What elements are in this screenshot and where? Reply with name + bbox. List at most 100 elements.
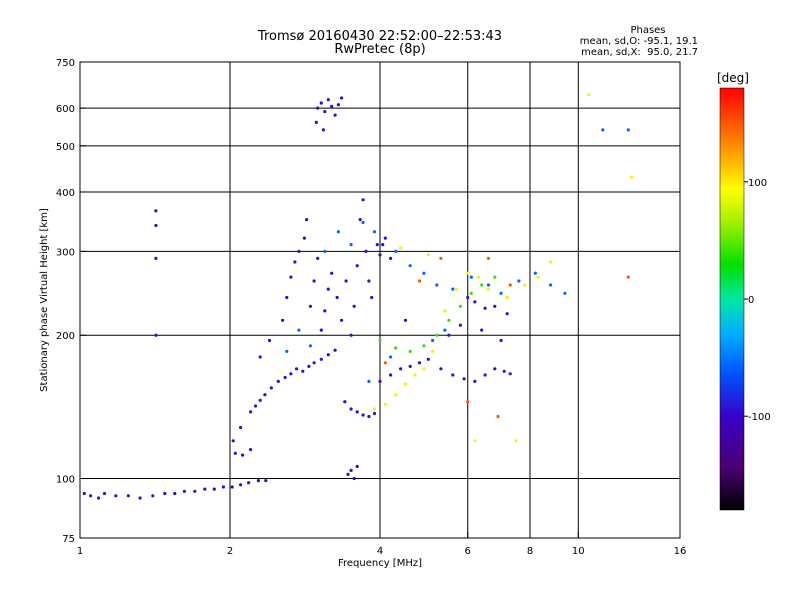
echo-point <box>486 287 490 291</box>
echo-point <box>522 283 527 287</box>
echo-point <box>439 256 443 260</box>
echo-point <box>587 93 591 97</box>
echo-point <box>319 101 323 105</box>
echo-point <box>367 279 371 283</box>
echo-point <box>283 375 287 380</box>
echo-point <box>514 439 518 443</box>
echo-point <box>323 309 327 313</box>
echo-point <box>321 128 325 132</box>
echo-point <box>626 128 630 132</box>
echo-point <box>630 175 634 179</box>
echo-point <box>343 400 347 404</box>
echo-point <box>333 348 337 352</box>
echo-point <box>394 393 398 397</box>
echo-point <box>480 328 484 332</box>
echo-point <box>355 464 359 469</box>
echo-point <box>502 369 506 373</box>
echo-point <box>394 346 398 350</box>
echo-point <box>389 256 393 260</box>
y-axis-label: Stationary phase Virtual Height [km] <box>39 208 50 392</box>
echo-point <box>308 344 312 348</box>
echo-point <box>473 379 477 383</box>
echo-point <box>480 283 484 287</box>
echo-point <box>241 453 245 457</box>
echo-point <box>496 414 500 419</box>
echo-point <box>372 230 377 234</box>
echo-point <box>451 287 455 291</box>
echo-point <box>138 496 142 500</box>
echo-point <box>256 479 260 483</box>
colorbar-label: [deg] <box>717 71 749 85</box>
y-tick-label: 500 <box>56 142 75 153</box>
echo-point <box>476 275 480 279</box>
echo-point <box>536 275 540 279</box>
echo-point <box>439 367 443 371</box>
y-tick-label: 200 <box>56 331 75 342</box>
echo-point <box>443 309 447 313</box>
x-tick-label: 8 <box>527 546 533 557</box>
phases-x-stats: mean, sd,X: 95.0, 21.7 <box>581 47 698 58</box>
echo-point <box>469 291 473 295</box>
echo-point <box>383 403 387 407</box>
colorbar-tick-label: 100 <box>748 178 767 189</box>
echo-point <box>193 489 197 493</box>
phases-title: Phases <box>630 25 665 36</box>
echo-point <box>413 373 417 377</box>
colorbar <box>719 87 745 511</box>
echo-point <box>499 291 503 295</box>
echo-point <box>102 491 107 496</box>
echo-point <box>330 104 334 108</box>
echo-point <box>422 367 426 371</box>
colorbar-tick-label: 0 <box>748 295 754 306</box>
echo-point <box>293 260 297 264</box>
echo-point <box>154 209 158 213</box>
echo-point <box>378 379 382 383</box>
echo-point <box>355 264 359 268</box>
echo-point <box>403 382 408 386</box>
echo-point <box>473 300 477 304</box>
chart-title: Tromsø 20160430 22:52:00–22:53:43 <box>257 29 502 44</box>
echo-point <box>563 291 567 295</box>
echo-point <box>326 353 330 357</box>
echo-point <box>372 411 377 416</box>
echo-point <box>408 264 412 268</box>
echo-point <box>82 491 86 496</box>
echo-point <box>340 318 344 322</box>
echo-point <box>305 218 309 222</box>
echo-point <box>154 333 158 337</box>
echo-point <box>154 256 158 260</box>
echo-point <box>316 106 320 110</box>
echo-point <box>533 271 537 275</box>
echo-point <box>364 249 368 253</box>
echo-point <box>335 295 339 300</box>
echo-point <box>203 487 207 491</box>
echo-point <box>372 407 377 411</box>
echo-point <box>344 279 348 283</box>
echo-point <box>381 243 385 247</box>
echo-point <box>355 410 359 414</box>
echo-point <box>443 328 447 332</box>
echo-point <box>269 386 273 390</box>
y-tick-label: 100 <box>56 475 75 486</box>
echo-point <box>435 333 439 337</box>
echo-point <box>394 249 398 253</box>
echo-point <box>458 323 462 327</box>
echo-point <box>182 489 186 493</box>
echo-point <box>469 275 473 279</box>
x-tick-label: 4 <box>377 546 383 557</box>
echo-point <box>333 113 337 117</box>
echo-point <box>378 338 382 343</box>
echo-point <box>233 451 237 455</box>
echo-point <box>173 491 177 496</box>
y-tick-label: 400 <box>56 188 75 199</box>
y-tick-label: 600 <box>56 104 75 115</box>
echo-point <box>253 404 258 408</box>
echo-point <box>367 414 371 419</box>
echo-point <box>285 295 289 300</box>
echo-point <box>462 377 466 381</box>
echo-point <box>431 338 435 343</box>
echo-point <box>326 287 330 291</box>
echo-point <box>126 494 130 498</box>
echo-point <box>249 448 253 452</box>
echo-point <box>154 223 158 228</box>
